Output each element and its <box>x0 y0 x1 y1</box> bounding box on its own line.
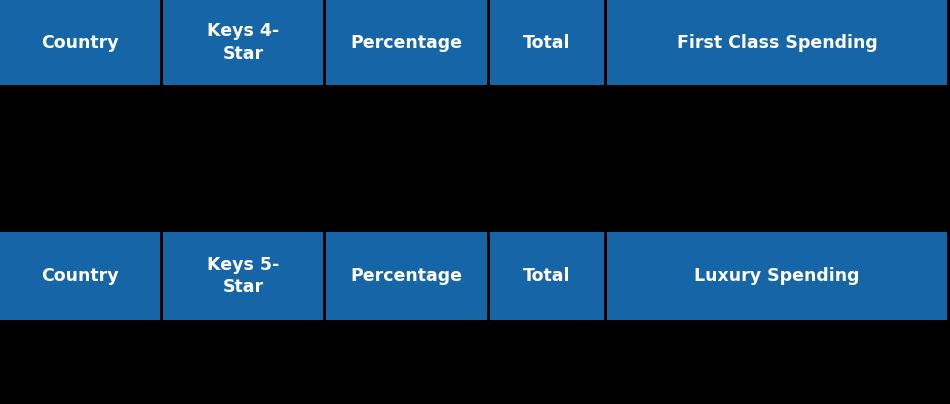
Bar <box>163 232 323 320</box>
Bar <box>163 0 323 85</box>
Text: Country: Country <box>41 34 119 51</box>
Bar <box>326 232 487 320</box>
Text: Luxury Spending: Luxury Spending <box>694 267 860 285</box>
Text: Keys 4-
Star: Keys 4- Star <box>207 22 279 63</box>
Text: Percentage: Percentage <box>351 267 463 285</box>
Text: Total: Total <box>523 267 571 285</box>
Text: Keys 5-
Star: Keys 5- Star <box>207 256 279 296</box>
Bar <box>0 232 160 320</box>
Text: Percentage: Percentage <box>351 34 463 51</box>
Bar <box>326 0 487 85</box>
Bar <box>607 232 947 320</box>
Text: First Class Spending: First Class Spending <box>676 34 878 51</box>
Bar <box>490 232 604 320</box>
Text: Total: Total <box>523 34 571 51</box>
Bar <box>607 0 947 85</box>
Bar <box>0 0 160 85</box>
Bar <box>490 0 604 85</box>
Text: Country: Country <box>41 267 119 285</box>
